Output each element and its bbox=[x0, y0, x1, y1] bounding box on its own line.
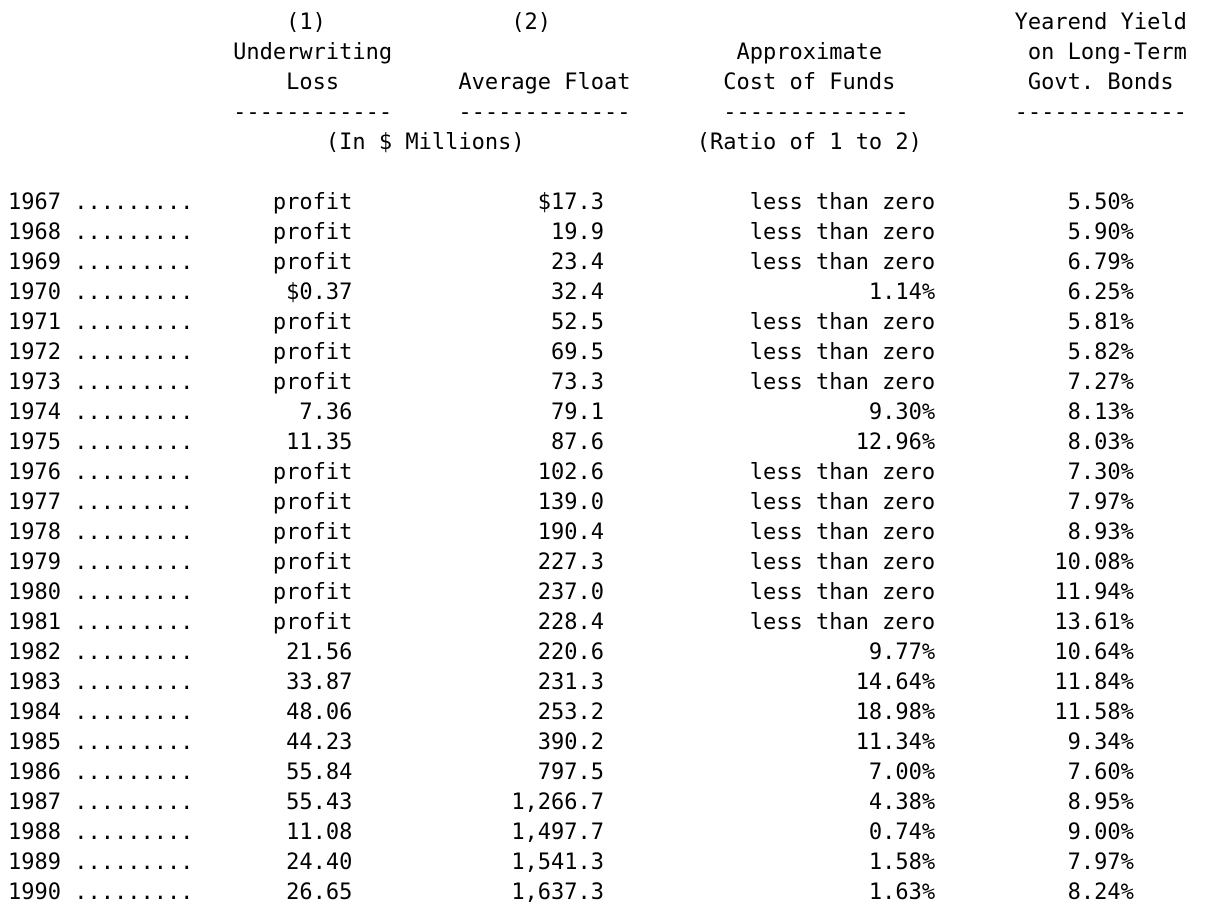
table-row-1983: 1983 ......... 33.87 231.3 14.64% 11.84% bbox=[8, 670, 1134, 695]
table-row-1980: 1980 ......... profit 237.0 less than ze… bbox=[8, 580, 1134, 605]
table-row-1982: 1982 ......... 21.56 220.6 9.77% 10.64% bbox=[8, 640, 1134, 665]
table-row-1981: 1981 ......... profit 228.4 less than ze… bbox=[8, 610, 1134, 635]
table-row-1978: 1978 ......... profit 190.4 less than ze… bbox=[8, 520, 1134, 545]
table-row-1987: 1987 ......... 55.43 1,266.7 4.38% 8.95% bbox=[8, 790, 1134, 815]
table-row-1976: 1976 ......... profit 102.6 less than ze… bbox=[8, 460, 1134, 485]
table-row-1986: 1986 ......... 55.84 797.5 7.00% 7.60% bbox=[8, 760, 1134, 785]
table-header-line-4: ------------ ------------- -------------… bbox=[8, 100, 1201, 125]
table-header-line-2: Underwriting Approximate on Long-Term bbox=[8, 40, 1201, 65]
table-header-line-1: (1) (2) Yearend Yield bbox=[8, 10, 1201, 35]
table-header-line-5: (In $ Millions) (Ratio of 1 to 2) bbox=[8, 130, 1201, 155]
table-row-1988: 1988 ......... 11.08 1,497.7 0.74% 9.00% bbox=[8, 820, 1134, 845]
table-row-1968: 1968 ......... profit 19.9 less than zer… bbox=[8, 220, 1134, 245]
underwriting-float-table: (1) (2) Yearend Yield Underwriting Appro… bbox=[8, 8, 1228, 908]
table-header-line-3: Loss Average Float Cost of Funds Govt. B… bbox=[8, 70, 1201, 95]
table-row-1970: 1970 ......... $0.37 32.4 1.14% 6.25% bbox=[8, 280, 1134, 305]
table-row-1974: 1974 ......... 7.36 79.1 9.30% 8.13% bbox=[8, 400, 1134, 425]
table-row-1979: 1979 ......... profit 227.3 less than ze… bbox=[8, 550, 1134, 575]
table-row-1973: 1973 ......... profit 73.3 less than zer… bbox=[8, 370, 1134, 395]
table-row-1984: 1984 ......... 48.06 253.2 18.98% 11.58% bbox=[8, 700, 1134, 725]
table-row-1972: 1972 ......... profit 69.5 less than zer… bbox=[8, 340, 1134, 365]
table-row-1967: 1967 ......... profit $17.3 less than ze… bbox=[8, 190, 1134, 215]
table-row-1969: 1969 ......... profit 23.4 less than zer… bbox=[8, 250, 1134, 275]
table-row-1990: 1990 ......... 26.65 1,637.3 1.63% 8.24% bbox=[8, 880, 1134, 905]
table-row-1989: 1989 ......... 24.40 1,541.3 1.58% 7.97% bbox=[8, 850, 1134, 875]
table-row-1985: 1985 ......... 44.23 390.2 11.34% 9.34% bbox=[8, 730, 1134, 755]
table-header-spacer bbox=[8, 158, 1228, 188]
table-row-1975: 1975 ......... 11.35 87.6 12.96% 8.03% bbox=[8, 430, 1134, 455]
table-row-1971: 1971 ......... profit 52.5 less than zer… bbox=[8, 310, 1134, 335]
table-row-1977: 1977 ......... profit 139.0 less than ze… bbox=[8, 490, 1134, 515]
